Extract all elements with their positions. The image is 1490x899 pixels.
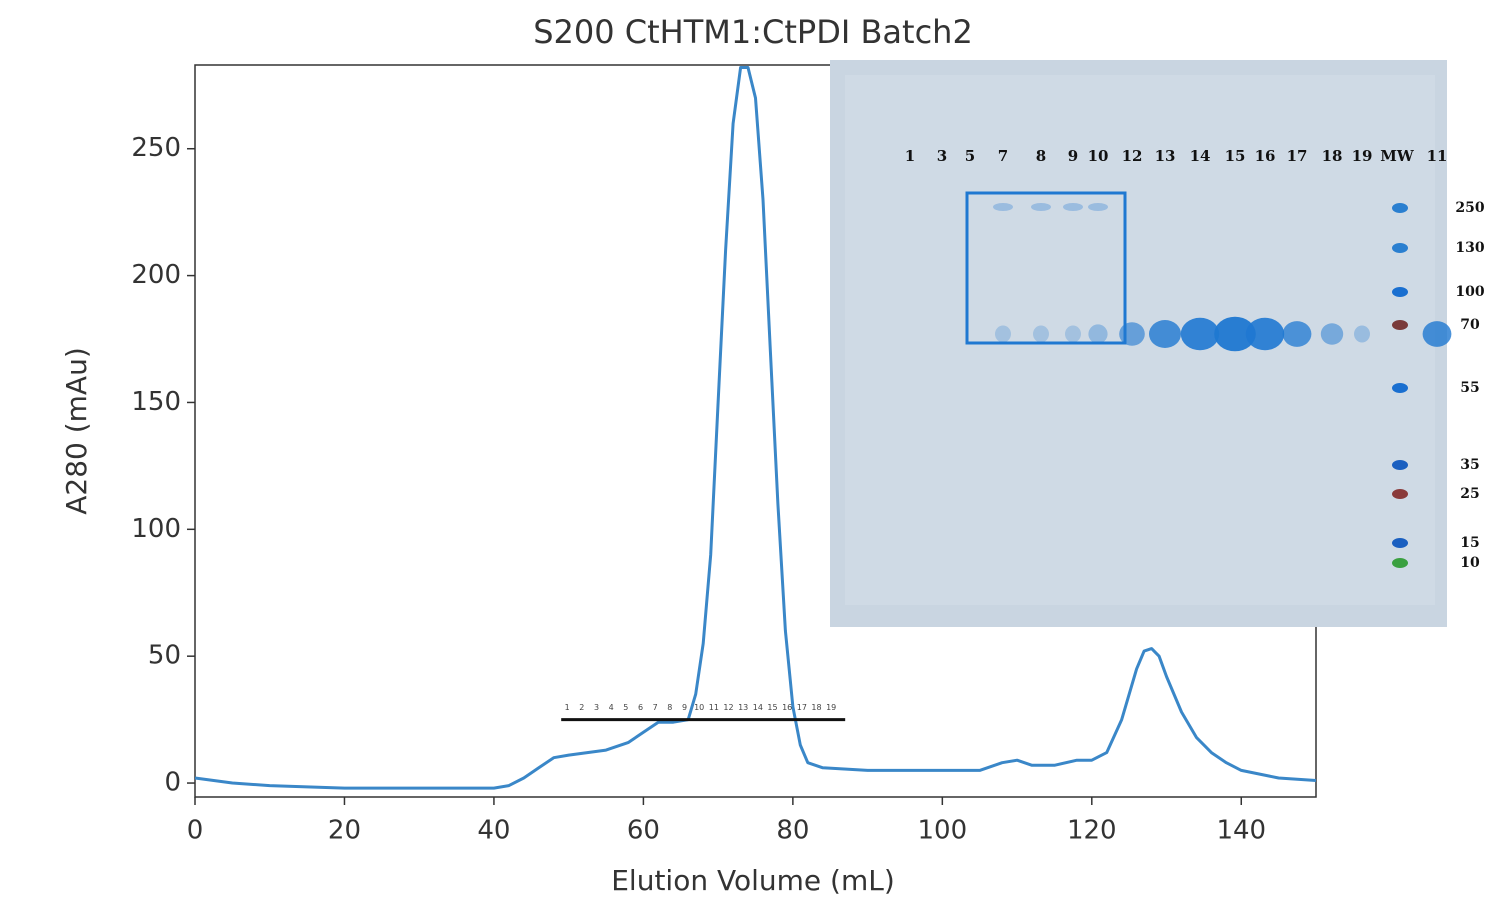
x-axis-label: Elution Volume (mL) [611, 864, 895, 897]
y-tick-label: 250 [131, 133, 181, 163]
fraction-label: 13 [738, 703, 748, 712]
gel-mw-label: 55 [1460, 380, 1479, 396]
gel-lane-label: 18 [1322, 147, 1343, 165]
gel-band [995, 325, 1011, 343]
fraction-label: 3 [594, 703, 599, 712]
gel-lane-label: MW [1380, 147, 1415, 165]
fraction-label: 18 [811, 703, 821, 712]
fraction-label: 12 [723, 703, 733, 712]
gel-band-high [993, 203, 1013, 211]
gel-band-high [1063, 203, 1083, 211]
gel-mw-label: 70 [1460, 317, 1480, 333]
gel-lane-label: 15 [1225, 147, 1246, 165]
fraction-label: 7 [653, 703, 658, 712]
fraction-label: 19 [826, 703, 836, 712]
gel-mw-label: 35 [1460, 457, 1479, 473]
gel-lane-label: 14 [1190, 147, 1211, 165]
x-tick-label: 100 [918, 816, 968, 846]
gel-lane-label: 12 [1122, 147, 1143, 165]
fraction-label: 6 [638, 703, 643, 712]
gel-mw-label: 15 [1460, 535, 1479, 551]
ladder-band [1392, 287, 1408, 297]
fraction-label: 9 [682, 703, 687, 712]
fraction-label: 15 [767, 703, 777, 712]
fraction-label: 17 [797, 703, 807, 712]
gel-lane-label: 16 [1255, 147, 1276, 165]
gel-lane-label: 17 [1287, 147, 1308, 165]
gel-band [1320, 323, 1344, 345]
gel-lane-label: 8 [1036, 147, 1046, 165]
gel-mw-label: 130 [1455, 240, 1484, 256]
ladder-band [1392, 243, 1408, 253]
x-tick-label: 80 [776, 816, 809, 846]
gel-lane-label: 10 [1088, 147, 1109, 165]
gel-inset: 1 3 5 7 8 9 10 12 13 14 15 16 17 18 19 MW 11250130100705… [830, 60, 1485, 627]
fraction-label: 4 [609, 703, 614, 712]
ladder-band [1392, 460, 1408, 470]
gel-lane-label: 9 [1068, 147, 1078, 165]
gel-lane-label: 3 [937, 147, 947, 165]
x-tick-label: 40 [477, 816, 510, 846]
x-tick-label: 60 [627, 816, 660, 846]
ladder-band [1392, 489, 1408, 499]
x-tick-label: 0 [187, 816, 204, 846]
x-tick-label: 140 [1216, 816, 1266, 846]
fraction-label: 14 [753, 703, 763, 712]
fraction-label: 11 [709, 703, 719, 712]
x-tick-label: 20 [328, 816, 361, 846]
x-tick-label: 120 [1067, 816, 1117, 846]
highlight-box [965, 191, 1127, 345]
fraction-label: 8 [667, 703, 672, 712]
gel-band-high [1088, 203, 1108, 211]
gel-lane-label: 1 [905, 147, 915, 165]
gel-band [1422, 321, 1452, 347]
y-tick-label: 150 [131, 387, 181, 417]
gel-mw-label: 100 [1455, 284, 1484, 300]
gel-lane-label: 19 [1352, 147, 1373, 165]
gel-band [1245, 317, 1285, 351]
gel-lane-label: 7 [998, 147, 1008, 165]
fraction-label: 16 [782, 703, 792, 712]
ladder-band [1392, 383, 1408, 393]
gel-band [1149, 320, 1181, 348]
ladder-band [1392, 203, 1408, 213]
gel-band [1282, 321, 1312, 347]
fraction-label: 5 [623, 703, 628, 712]
fraction-label: 10 [694, 703, 704, 712]
y-tick-label: 50 [148, 641, 181, 671]
gel-lane-label: 5 [965, 147, 975, 165]
y-tick-label: 100 [131, 514, 181, 544]
gel-band [1354, 325, 1370, 343]
gel-band-high [1031, 203, 1051, 211]
chart-title: S200 CtHTM1:CtPDI Batch2 [533, 13, 973, 51]
fraction-label: 2 [579, 703, 584, 712]
gel-lane-label: 13 [1155, 147, 1176, 165]
gel-band [1180, 317, 1220, 351]
gel-band [1214, 316, 1256, 352]
gel-lane-label: 11 [1427, 147, 1448, 165]
fraction-label: 1 [565, 703, 570, 712]
gel-mw-label: 25 [1460, 486, 1479, 502]
gel-mw-label: 250 [1455, 200, 1484, 216]
elution-curve [194, 66, 1317, 790]
ladder-band [1392, 320, 1408, 330]
gel-mw-label: 10 [1460, 555, 1480, 571]
gel-band [1033, 325, 1049, 343]
ladder-band [1392, 538, 1408, 548]
gel-band [1088, 324, 1108, 344]
gel-band [1065, 325, 1081, 343]
ladder-band [1392, 558, 1408, 568]
y-tick-label: 200 [131, 260, 181, 290]
y-tick-label: 0 [164, 768, 181, 798]
y-axis-label: A280 (mAu) [60, 347, 93, 515]
